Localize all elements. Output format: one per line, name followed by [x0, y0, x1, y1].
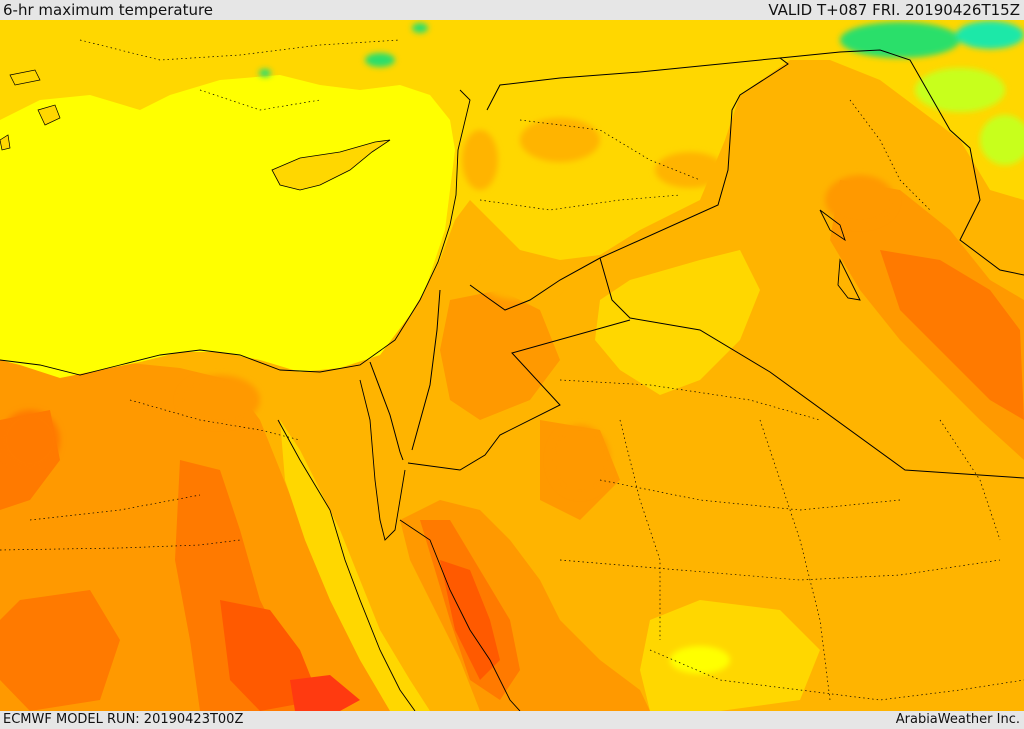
zone-yellow-orange-desert [595, 250, 760, 395]
header-bar: 6-hr maximum temperature VALID T+087 FRI… [0, 0, 1024, 20]
texture-patches [0, 118, 895, 674]
zone-dark-orange-iraq [880, 250, 1024, 420]
aegean-islands [0, 69, 61, 151]
map-title: 6-hr maximum temperature [3, 1, 214, 19]
coastlines [0, 89, 861, 711]
zone-dark-orange-egypt-south [0, 590, 120, 711]
cyprus-island [271, 139, 391, 191]
zone-red-hot-spot [290, 675, 360, 711]
footer-bar: ECMWF MODEL RUN: 20190423T00Z ArabiaWeat… [0, 711, 1024, 729]
country-borders [369, 49, 1024, 479]
model-run-label: ECMWF MODEL RUN: 20190423T00Z [3, 712, 244, 727]
red-sea [280, 420, 430, 711]
zone-yellow-orange-south [640, 600, 820, 711]
valid-time: VALID T+087 FRI. 20190426T15Z [768, 1, 1020, 19]
cool-patches [259, 21, 1024, 165]
mediterranean-sea [0, 75, 455, 378]
temperature-map[interactable] [0, 20, 1024, 711]
zone-orange-jordan [440, 290, 560, 420]
credit-label: ArabiaWeather Inc. [895, 712, 1020, 727]
admin-borders [0, 39, 1024, 701]
zone-red-orange-coast [440, 560, 500, 680]
